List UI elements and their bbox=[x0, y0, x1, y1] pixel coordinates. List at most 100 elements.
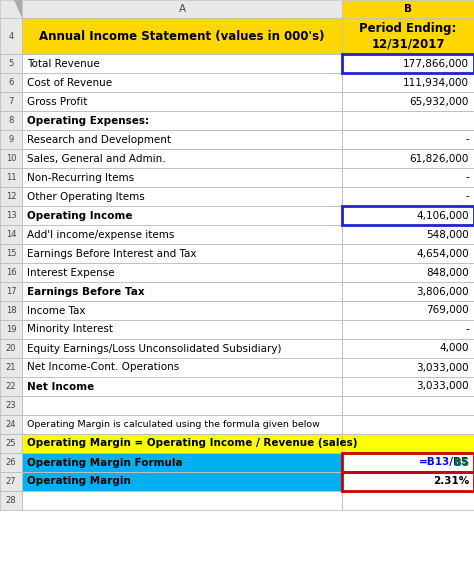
Text: 3,806,000: 3,806,000 bbox=[416, 287, 469, 297]
Text: 3,033,000: 3,033,000 bbox=[416, 381, 469, 392]
Text: 22: 22 bbox=[6, 382, 16, 391]
Bar bbox=[22, 225, 342, 244]
Text: Income Tax: Income Tax bbox=[27, 306, 85, 315]
Text: 16: 16 bbox=[6, 268, 16, 277]
Bar bbox=[22, 18, 342, 54]
Bar bbox=[22, 358, 342, 377]
Bar bbox=[22, 54, 342, 73]
Text: Earnings Before Interest and Tax: Earnings Before Interest and Tax bbox=[27, 249, 197, 259]
Text: B5: B5 bbox=[454, 458, 469, 467]
Bar bbox=[0, 339, 22, 358]
Text: 4: 4 bbox=[9, 31, 14, 40]
Text: Equity Earnings/Loss Unconsolidated Subsidiary): Equity Earnings/Loss Unconsolidated Subs… bbox=[27, 343, 282, 353]
Text: 17: 17 bbox=[6, 287, 16, 296]
Bar bbox=[22, 73, 342, 92]
Bar bbox=[342, 472, 474, 491]
Text: Earnings Before Tax: Earnings Before Tax bbox=[27, 287, 145, 297]
Text: 4,654,000: 4,654,000 bbox=[416, 249, 469, 259]
Text: B: B bbox=[404, 4, 412, 14]
Bar bbox=[342, 0, 474, 18]
Text: 548,000: 548,000 bbox=[426, 229, 469, 240]
Bar bbox=[342, 434, 474, 453]
Polygon shape bbox=[14, 0, 22, 18]
Text: Gross Profit: Gross Profit bbox=[27, 96, 87, 107]
Bar bbox=[0, 434, 22, 453]
Text: Sales, General and Admin.: Sales, General and Admin. bbox=[27, 154, 165, 163]
Bar bbox=[342, 282, 474, 301]
Text: Operating Margin Formula: Operating Margin Formula bbox=[27, 458, 182, 467]
Text: 8: 8 bbox=[9, 116, 14, 125]
Bar bbox=[0, 111, 22, 130]
Text: 12: 12 bbox=[6, 192, 16, 201]
Bar bbox=[342, 187, 474, 206]
Bar bbox=[342, 206, 474, 225]
Bar bbox=[22, 320, 342, 339]
Text: Add'l income/expense items: Add'l income/expense items bbox=[27, 229, 174, 240]
Text: -: - bbox=[465, 324, 469, 334]
Bar bbox=[342, 320, 474, 339]
Bar bbox=[342, 491, 474, 510]
Bar bbox=[0, 282, 22, 301]
Bar bbox=[0, 491, 22, 510]
Bar bbox=[342, 339, 474, 358]
Bar bbox=[342, 92, 474, 111]
Bar bbox=[22, 149, 342, 168]
Bar bbox=[22, 187, 342, 206]
Bar bbox=[0, 453, 22, 472]
Text: -: - bbox=[465, 135, 469, 145]
Bar bbox=[0, 0, 22, 18]
Bar bbox=[22, 472, 342, 491]
Bar bbox=[0, 130, 22, 149]
Text: -: - bbox=[465, 191, 469, 201]
Text: Total Revenue: Total Revenue bbox=[27, 58, 100, 68]
Text: 65,932,000: 65,932,000 bbox=[410, 96, 469, 107]
Bar bbox=[22, 339, 342, 358]
Text: Operating Margin is calculated using the formula given below: Operating Margin is calculated using the… bbox=[27, 420, 320, 429]
Bar bbox=[22, 282, 342, 301]
Bar bbox=[22, 92, 342, 111]
Text: 27: 27 bbox=[6, 477, 16, 486]
Bar bbox=[342, 149, 474, 168]
Bar bbox=[0, 301, 22, 320]
Text: 23: 23 bbox=[6, 401, 16, 410]
Text: 15: 15 bbox=[6, 249, 16, 258]
Bar bbox=[342, 73, 474, 92]
Text: Period Ending:
12/31/2017: Period Ending: 12/31/2017 bbox=[359, 22, 456, 50]
Bar bbox=[22, 111, 342, 130]
Text: 14: 14 bbox=[6, 230, 16, 239]
Bar bbox=[22, 0, 342, 18]
Bar bbox=[0, 358, 22, 377]
Text: Cost of Revenue: Cost of Revenue bbox=[27, 77, 112, 88]
Text: 9: 9 bbox=[9, 135, 14, 144]
Text: 24: 24 bbox=[6, 420, 16, 429]
Bar bbox=[0, 187, 22, 206]
Text: -: - bbox=[465, 172, 469, 182]
Bar bbox=[342, 244, 474, 263]
Text: 19: 19 bbox=[6, 325, 16, 334]
Bar bbox=[342, 18, 474, 54]
Bar bbox=[342, 54, 474, 73]
Text: 177,866,000: 177,866,000 bbox=[403, 58, 469, 68]
Text: Operating Margin: Operating Margin bbox=[27, 476, 131, 486]
Bar bbox=[0, 54, 22, 73]
Text: Net Income-Cont. Operations: Net Income-Cont. Operations bbox=[27, 362, 179, 373]
Text: =B13/B5: =B13/B5 bbox=[419, 458, 469, 467]
Bar bbox=[0, 92, 22, 111]
Text: 4,106,000: 4,106,000 bbox=[416, 210, 469, 220]
Text: 769,000: 769,000 bbox=[426, 306, 469, 315]
Bar bbox=[342, 415, 474, 434]
Bar bbox=[342, 168, 474, 187]
Text: 7: 7 bbox=[9, 97, 14, 106]
Text: Annual Income Statement (values in 000's): Annual Income Statement (values in 000's… bbox=[39, 30, 325, 43]
Text: Research and Development: Research and Development bbox=[27, 135, 171, 145]
Text: 25: 25 bbox=[6, 439, 16, 448]
Text: 111,934,000: 111,934,000 bbox=[403, 77, 469, 88]
Bar bbox=[342, 54, 474, 73]
Text: 848,000: 848,000 bbox=[426, 268, 469, 278]
Bar bbox=[342, 225, 474, 244]
Bar bbox=[342, 396, 474, 415]
Text: 13: 13 bbox=[6, 211, 16, 220]
Text: 20: 20 bbox=[6, 344, 16, 353]
Bar bbox=[0, 149, 22, 168]
Bar bbox=[0, 377, 22, 396]
